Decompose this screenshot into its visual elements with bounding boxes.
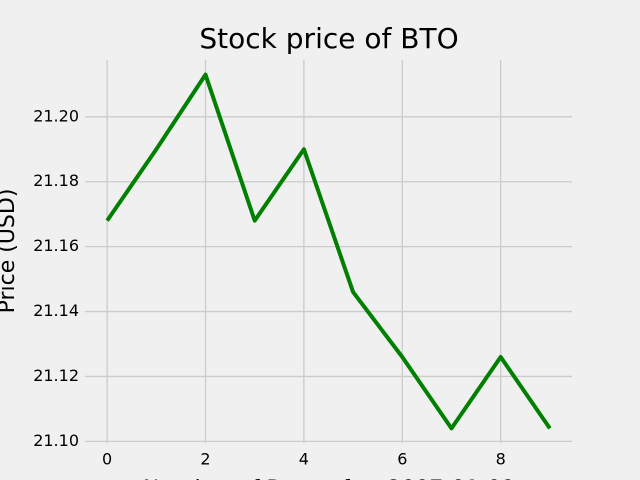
x-tick-label: 6: [397, 450, 407, 469]
y-tick-label: 21.10: [33, 431, 79, 450]
x-tick-label: 4: [299, 450, 309, 469]
data-line: [105, 72, 552, 431]
x-tick-label: 8: [496, 450, 506, 469]
chart-title: Stock price of BTO: [199, 22, 458, 55]
y-tick-label: 21.12: [33, 366, 79, 385]
y-tick-label: 21.20: [33, 106, 79, 125]
x-axis-label: Number of Days after 2007-01-09: [143, 477, 515, 480]
x-tick-label: 2: [200, 450, 210, 469]
y-tick-label: 21.16: [33, 236, 79, 255]
y-tick-label: 21.14: [33, 301, 79, 320]
y-tick-label: 21.18: [33, 171, 79, 190]
y-axis-label: Price (USD): [0, 189, 20, 314]
x-tick-label: 0: [102, 450, 112, 469]
